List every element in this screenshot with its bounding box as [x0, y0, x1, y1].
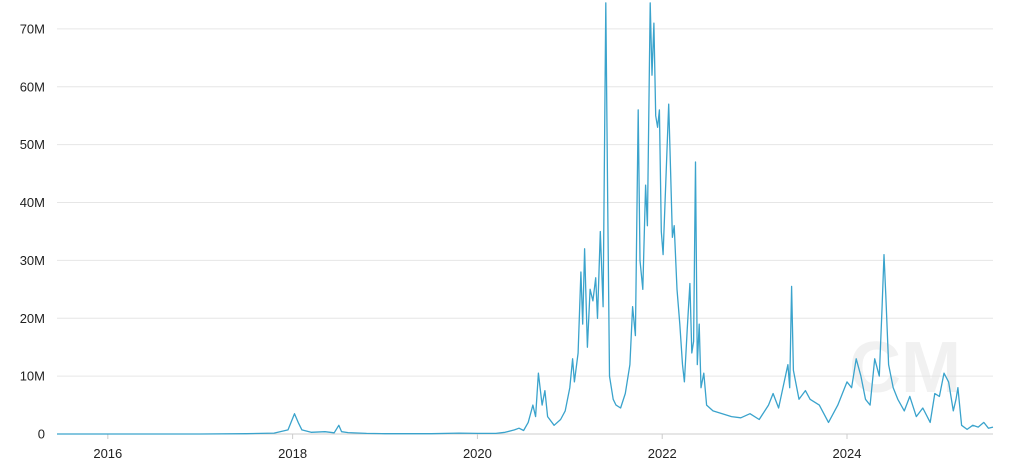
series-line-1	[57, 2, 994, 435]
x-tick-label: 2018	[278, 446, 307, 461]
y-tick-label: 30M	[20, 253, 45, 268]
gridlines	[57, 28, 993, 435]
x-tick-label: 2020	[463, 446, 492, 461]
y-tick-label: 0	[38, 427, 45, 442]
y-tick-label: 40M	[20, 195, 45, 210]
x-tick-label: 2016	[93, 446, 122, 461]
y-tick-label: 50M	[20, 137, 45, 152]
watermark-logo: CM	[849, 328, 961, 408]
series	[57, 2, 994, 435]
x-tick-label: 2022	[648, 446, 677, 461]
y-tick-label: 20M	[20, 311, 45, 326]
y-axis: 0 10M 20M 30M 40M 50M 60M 70M	[20, 21, 45, 441]
x-tick-label: 2024	[833, 446, 862, 461]
y-tick-label: 10M	[20, 369, 45, 384]
x-axis: 2016 2018 2020 2022 2024	[93, 434, 861, 461]
watermark: CM	[849, 328, 961, 408]
y-tick-label: 60M	[20, 79, 45, 94]
y-tick-label: 70M	[20, 21, 45, 36]
